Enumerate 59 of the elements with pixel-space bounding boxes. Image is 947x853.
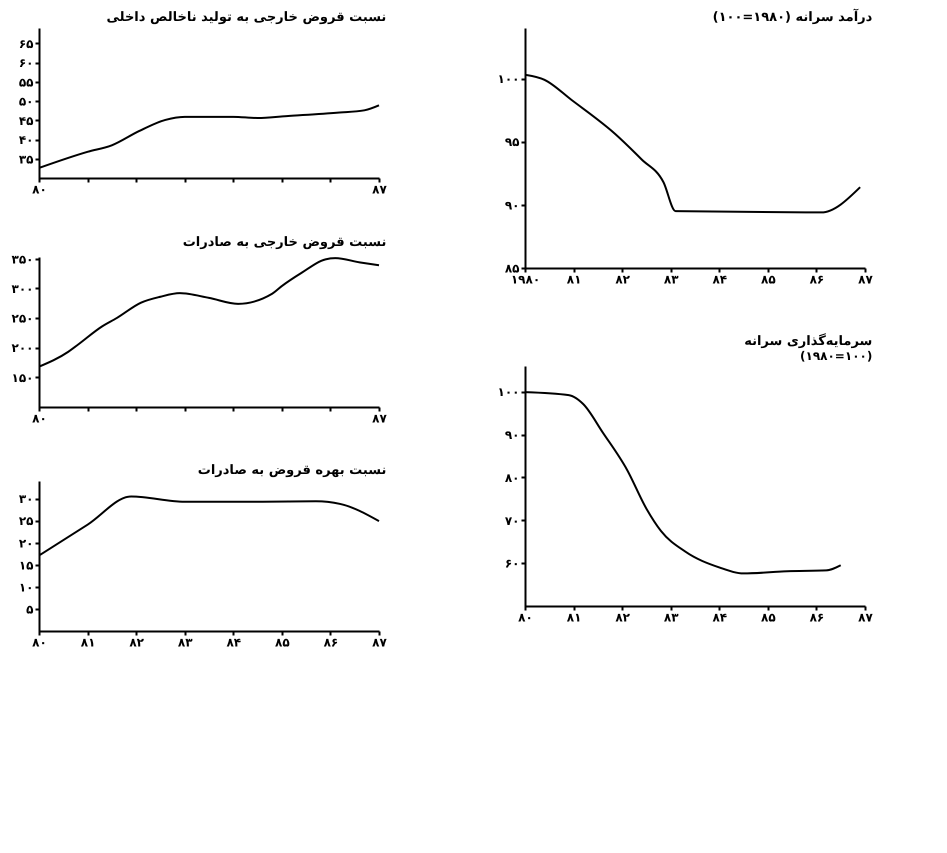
- x-tick-label: ۸۱: [566, 610, 582, 624]
- y-tick-label: ۶۵: [18, 36, 34, 51]
- y-tick-label: ۷۰: [504, 514, 520, 528]
- y-tick-label: ۳۵۰: [12, 252, 34, 266]
- x-tick-label: ۸۵: [275, 636, 290, 650]
- x-tick-label: ۸۶: [810, 272, 824, 286]
- x-tick-label: ۸۳: [664, 610, 680, 624]
- x-tick-label: ۸۷: [858, 610, 874, 624]
- y-tick-label: ۳۰: [18, 492, 34, 506]
- x-tick-label: ۸۲: [129, 636, 145, 650]
- y-tick-label: ۴۰: [18, 133, 34, 148]
- x-tick-label: ۸۱: [566, 272, 582, 286]
- x-tick-label: ۸۳: [664, 272, 680, 286]
- y-tick-label: ۹۵: [504, 135, 520, 150]
- x-tick-label: ۸۷: [372, 182, 388, 196]
- x-tick-label: ۱۹۸۰: [510, 272, 540, 286]
- x-tick-label: ۸۵: [761, 272, 776, 286]
- x-tick-label: ۸۷: [858, 272, 874, 286]
- x-tick-label: ۸۰: [518, 610, 533, 624]
- chart-title: سرمایه‌گذاری سرانه: [744, 333, 872, 349]
- y-tick-label: ۶۰: [504, 556, 520, 571]
- x-tick-label: ۸۶: [810, 610, 824, 624]
- y-tick-label: ۸۵: [504, 262, 520, 276]
- x-tick-label: ۸۷: [372, 412, 388, 426]
- chart-title: نسبت قروض خارجی به تولید ناخالص داخلی: [106, 10, 386, 25]
- y-tick-label: ۱۰۰: [498, 72, 520, 86]
- chart-title: نسبت قروض خارجی به صادرات: [182, 234, 386, 250]
- y-tick-label: ۶۰: [18, 56, 34, 70]
- y-tick-label: ۲۰: [18, 536, 34, 550]
- y-tick-label: ۳۵: [18, 152, 34, 166]
- x-tick-label: ۸۱: [80, 636, 96, 650]
- x-tick-label: ۸۴: [226, 636, 242, 650]
- y-tick-label: ۵۵: [18, 75, 34, 90]
- chart-subtitle: (۱۹۸۰=۱۰۰): [800, 349, 872, 363]
- x-tick-label: ۸۲: [615, 610, 631, 624]
- x-tick-label: ۸۴: [712, 610, 728, 624]
- chart-title: درآمد سرانه (۱۹۸۰=۱۰۰): [712, 8, 873, 25]
- y-tick-label: ۵۰: [18, 94, 34, 109]
- y-tick-label: ۱۵۰: [12, 370, 34, 385]
- x-tick-label: ۸۶: [324, 636, 338, 650]
- x-tick-label: ۸۰: [32, 636, 47, 650]
- y-tick-label: ۹۰: [504, 428, 520, 442]
- y-tick-label: ۲۵۰: [12, 312, 34, 326]
- x-tick-label: ۸۴: [712, 272, 728, 286]
- y-tick-label: ۲۰۰: [12, 341, 34, 356]
- y-tick-label: ۴۵: [18, 114, 34, 128]
- y-tick-label: ۱۰: [18, 580, 34, 594]
- chart-title: نسبت بهره قروض به صادرات: [198, 463, 386, 478]
- y-tick-label: ۵: [26, 602, 34, 616]
- y-tick-label: ۹۰: [504, 198, 520, 212]
- x-tick-label: ۸۲: [615, 272, 631, 286]
- y-tick-label: ۸۰: [504, 470, 520, 485]
- y-tick-label: ۱۰۰: [498, 385, 520, 400]
- y-tick-label: ۲۵: [18, 514, 34, 528]
- x-tick-label: ۸۵: [761, 610, 776, 624]
- y-tick-label: ۳۰۰: [12, 282, 34, 296]
- y-tick-label: ۱۵: [18, 558, 34, 572]
- x-tick-label: ۸۷: [372, 636, 388, 650]
- x-tick-label: ۸۳: [178, 636, 194, 650]
